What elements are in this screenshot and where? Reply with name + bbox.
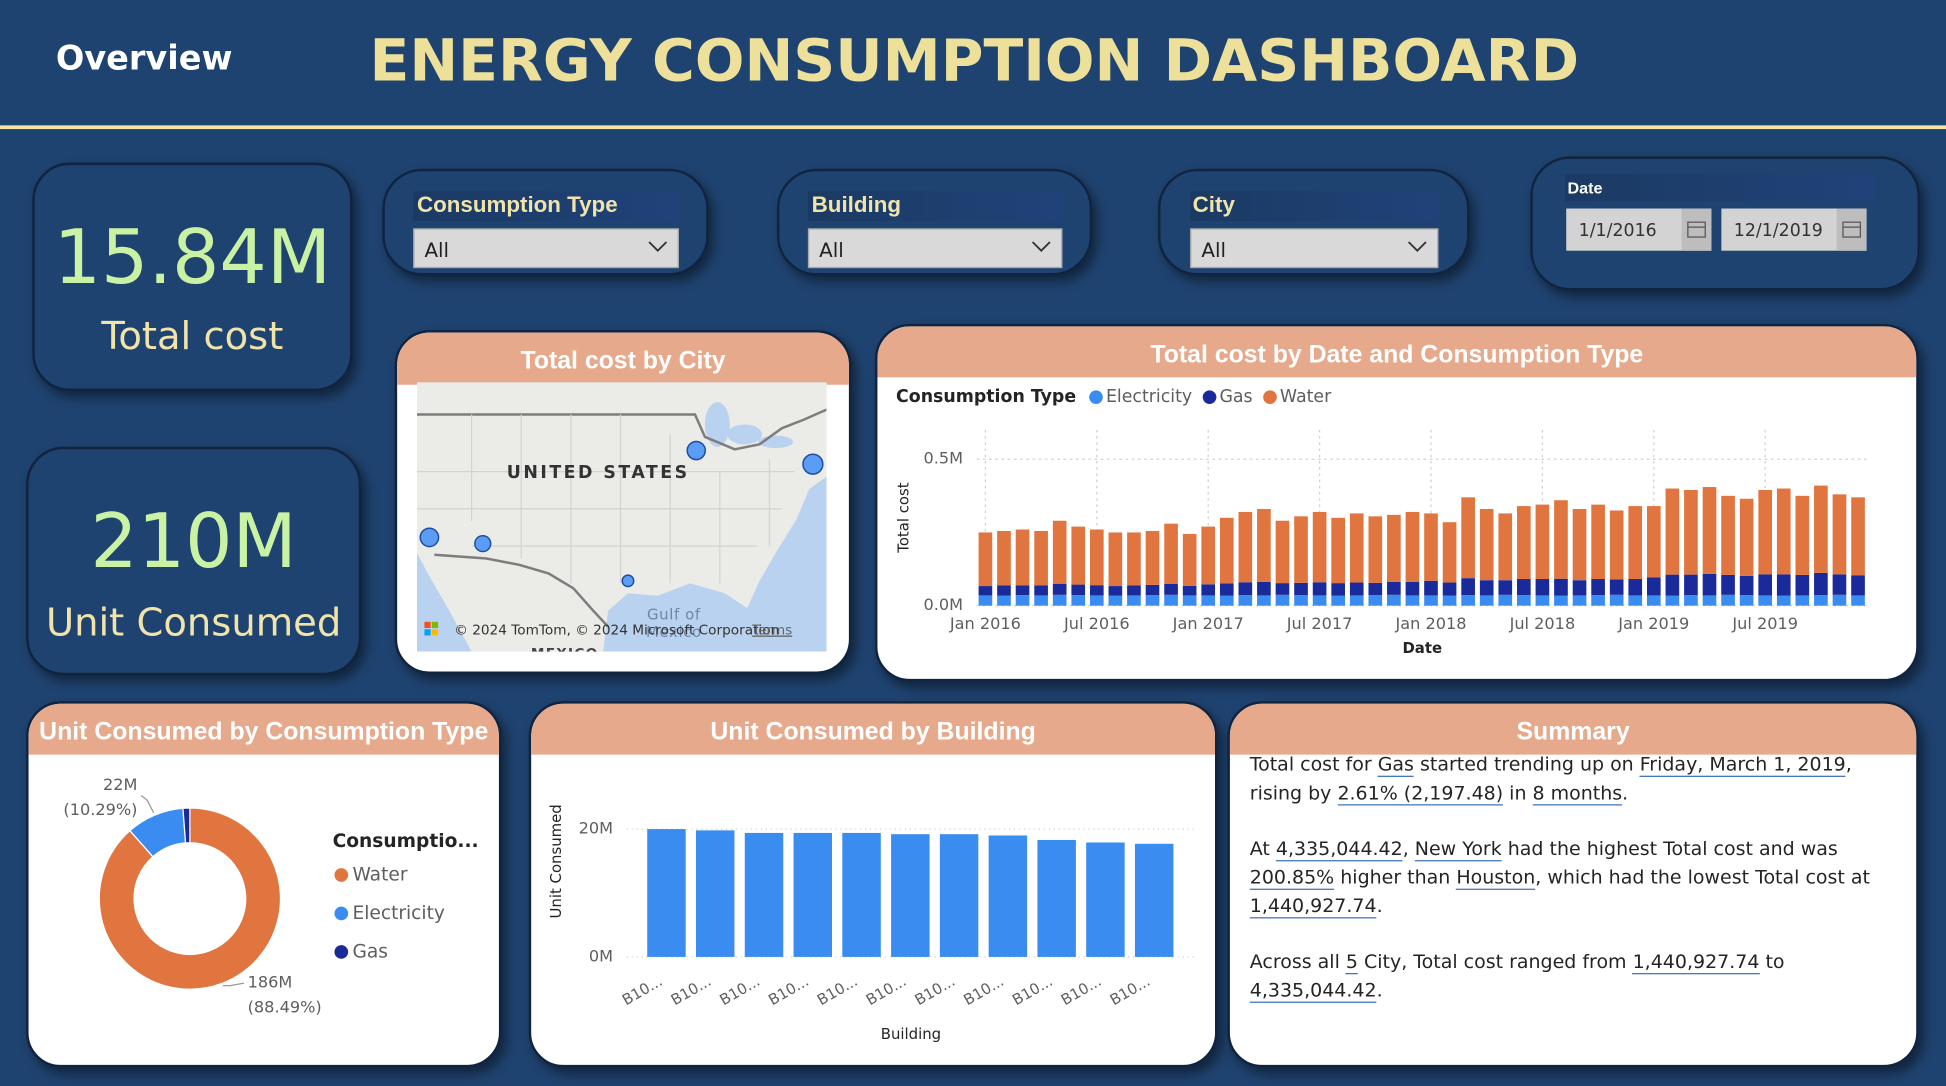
summary-text: , rising by xyxy=(1249,753,1852,805)
summary-text: Across all xyxy=(1249,950,1346,974)
filter-card: Consumption Type All xyxy=(382,168,709,276)
summary-highlight: 8 months xyxy=(1532,781,1623,806)
chevron xyxy=(1031,241,1051,253)
filter-label: Date xyxy=(1567,178,1603,198)
card-title: Total cost by City xyxy=(397,332,849,385)
summary-text: At xyxy=(1249,837,1276,861)
chart-card: Total cost by Date and Consumption Type xyxy=(874,323,1919,682)
kpi-label: Total cost xyxy=(101,314,284,359)
summary-text: City, Total cost ranged from xyxy=(1357,950,1633,974)
chart-card: Unit Consumed by Building xyxy=(528,701,1218,1068)
filter-label: City xyxy=(1192,192,1235,218)
date-value: 12/1/2019 xyxy=(1733,220,1823,241)
filter-band xyxy=(1190,191,1439,221)
summary-text: , xyxy=(1402,837,1415,861)
summary-highlight: 2.61% (2,197.48) xyxy=(1337,781,1504,806)
dashboard-title: ENERGY CONSUMPTION DASHBOARD xyxy=(369,27,1579,96)
header-rule xyxy=(0,125,1946,130)
filter-card: City All xyxy=(1157,168,1470,276)
filter-card: Building All xyxy=(776,168,1093,276)
summary-highlight: 1,440,927.74 xyxy=(1249,894,1377,919)
summary-highlight: 4,335,044.42 xyxy=(1275,837,1403,862)
kpi-card: 15.84M Total cost xyxy=(32,162,353,391)
date-value: 1/1/2016 xyxy=(1578,220,1657,241)
date-filter-card: Date 1/1/2016 12/1/2019 xyxy=(1530,156,1920,291)
summary-text: in xyxy=(1503,781,1533,805)
kpi-card: 210M Unit Consumed xyxy=(26,446,362,676)
summary-text: Total cost for Gas started trending up o… xyxy=(1249,751,1905,1033)
filter-label: Consumption Type xyxy=(416,192,618,218)
kpi-value: 210M xyxy=(90,498,297,586)
summary-text: higher than xyxy=(1334,866,1457,889)
summary-paragraph: Total cost for Gas started trending up o… xyxy=(1250,751,1905,808)
summary-text: , which had the lowest Total cost at xyxy=(1535,866,1870,889)
date-input[interactable]: 1/1/2016 xyxy=(1566,208,1712,251)
map-card: Total cost by City xyxy=(394,330,852,674)
summary-text: started trending up on xyxy=(1413,753,1640,776)
dropdown[interactable]: All xyxy=(807,228,1063,269)
summary-paragraph: Across all 5 City, Total cost ranged fro… xyxy=(1249,948,1905,1005)
summary-paragraph: At 4,335,044.42, New York had the highes… xyxy=(1249,835,1905,921)
summary-highlight: 1,440,927.74 xyxy=(1632,950,1760,975)
summary-text: . xyxy=(1376,894,1383,918)
card-title: Total cost by Date and Consumption Type xyxy=(877,326,1917,378)
summary-highlight: New York xyxy=(1414,837,1502,862)
filter-band xyxy=(1564,173,1876,202)
filter-band xyxy=(807,191,1063,221)
summary-text: to xyxy=(1759,950,1785,974)
dropdown-value: All xyxy=(1201,238,1226,262)
summary-highlight: Gas xyxy=(1377,753,1414,777)
dropdown-value: All xyxy=(424,238,450,262)
summary-text: Total cost for xyxy=(1249,753,1378,776)
summary-highlight: 5 xyxy=(1345,950,1358,975)
summary-highlight: Houston xyxy=(1456,866,1536,890)
card-title: Unit Consumed by Consumption Type xyxy=(28,703,499,755)
dropdown-value: All xyxy=(819,238,844,262)
summary-text: . xyxy=(1622,781,1629,805)
chevron xyxy=(648,241,668,253)
kpi-value: 15.84M xyxy=(53,214,332,302)
card-title: Unit Consumed by Building xyxy=(531,703,1216,755)
summary-text: had the highest Total cost and was xyxy=(1501,837,1838,861)
calendar-icon xyxy=(1836,208,1867,251)
chevron xyxy=(1407,241,1427,253)
kpi-label: Unit Consumed xyxy=(45,600,342,646)
summary-card: Summary xyxy=(1227,701,1919,1068)
summary-highlight: 200.85% xyxy=(1249,866,1335,890)
section-title: Overview xyxy=(55,39,233,79)
summary-highlight: Friday, March 1, 2019 xyxy=(1639,753,1846,777)
dropdown[interactable]: All xyxy=(413,228,679,269)
card-title: Summary xyxy=(1229,703,1917,755)
summary-highlight: 4,335,044.42 xyxy=(1249,979,1377,1003)
dropdown[interactable]: All xyxy=(1190,228,1439,269)
calendar-icon xyxy=(1681,208,1712,251)
filter-band xyxy=(413,191,679,221)
chart-card: Unit Consumed by Consumption Type xyxy=(26,701,502,1068)
date-input[interactable]: 12/1/2019 xyxy=(1721,208,1867,251)
summary-text: . xyxy=(1376,979,1383,1002)
filter-label: Building xyxy=(811,192,901,218)
